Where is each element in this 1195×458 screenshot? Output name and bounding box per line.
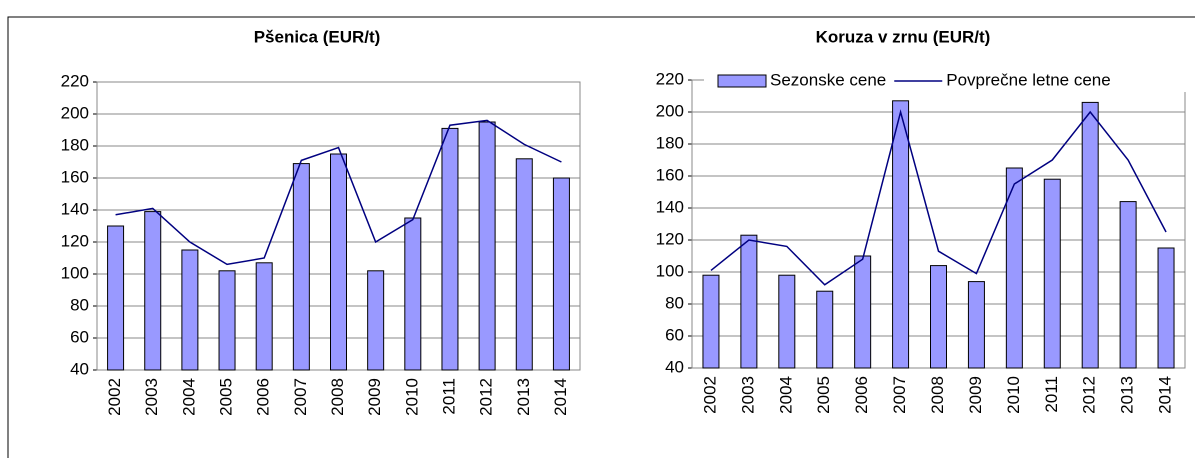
chart-title: Koruza v zrnu (EUR/t): [816, 27, 991, 46]
y-tick-label: 100: [61, 263, 89, 282]
x-tick-label: 2005: [814, 376, 833, 414]
y-tick-label: 60: [665, 325, 684, 344]
bar: [1119, 201, 1137, 369]
bar: [1043, 178, 1061, 369]
bar: [367, 270, 385, 371]
bar: [515, 158, 533, 371]
x-tick-label: 2006: [254, 378, 273, 416]
x-tick-label: 2009: [966, 376, 985, 414]
bar: [967, 281, 985, 369]
x-tick-label: 2005: [217, 378, 236, 416]
y-tick-label: 200: [61, 103, 89, 122]
legend-label: Povprečne letne cene: [946, 70, 1110, 89]
bar: [330, 153, 347, 371]
y-tick-label: 80: [665, 293, 684, 312]
x-tick-label: 2008: [928, 376, 947, 414]
bar: [181, 249, 199, 371]
bar: [218, 270, 236, 371]
x-tick-label: 2010: [402, 378, 421, 416]
y-tick-label: 220: [656, 69, 684, 88]
bar: [144, 211, 162, 371]
y-tick-label: 140: [61, 199, 89, 218]
x-tick-label: 2012: [1080, 376, 1099, 414]
bar: [1157, 247, 1175, 369]
bar: [892, 100, 910, 369]
bar: [816, 290, 834, 369]
y-tick-label: 40: [665, 357, 684, 376]
x-tick-label: 2008: [328, 378, 347, 416]
y-tick-label: 60: [70, 327, 89, 346]
y-tick-label: 160: [656, 165, 684, 184]
line: [115, 119, 562, 266]
x-tick-label: 2011: [439, 378, 458, 415]
y-tick-label: 180: [656, 133, 684, 152]
bar: [552, 177, 570, 371]
legend: [704, 70, 1195, 92]
x-tick-label: 2004: [776, 376, 795, 414]
bar: [404, 217, 422, 371]
x-tick-label: 2003: [738, 376, 757, 414]
chart-title: Pšenica (EUR/t): [254, 27, 381, 46]
y-tick-label: 40: [70, 359, 89, 378]
y-tick-label: 180: [61, 135, 89, 154]
x-tick-label: 2007: [890, 376, 909, 414]
bar: [778, 274, 796, 369]
bar: [702, 274, 720, 369]
x-tick-label: 2004: [179, 378, 198, 416]
bar: [1081, 101, 1099, 369]
x-tick-label: 2010: [1004, 376, 1023, 414]
x-tick-label: 2012: [477, 378, 496, 416]
x-tick-label: 2002: [700, 376, 719, 414]
y-tick-label: 120: [656, 229, 684, 248]
x-tick-label: 2014: [551, 378, 570, 416]
bar: [255, 262, 273, 371]
line: [710, 109, 1167, 286]
bar: [930, 265, 947, 369]
x-tick-label: 2009: [365, 378, 384, 416]
x-tick-label: 2007: [291, 378, 310, 416]
x-tick-label: 2011: [1042, 376, 1061, 413]
x-tick-label: 2003: [142, 378, 161, 416]
y-tick-label: 80: [70, 295, 89, 314]
legend-label: Sezonske cene: [770, 70, 886, 89]
bar: [478, 121, 496, 371]
x-tick-label: 2002: [105, 378, 124, 416]
y-tick-label: 120: [61, 231, 89, 250]
y-tick-label: 140: [656, 197, 684, 216]
bar: [292, 163, 310, 371]
x-tick-label: 2006: [852, 376, 871, 414]
x-tick-label: 2014: [1156, 376, 1175, 414]
legend-swatch: [717, 74, 767, 88]
x-tick-label: 2013: [1118, 376, 1137, 414]
bar: [854, 255, 872, 369]
y-tick-label: 100: [656, 261, 684, 280]
bar: [1005, 167, 1023, 369]
y-tick-label: 220: [61, 71, 89, 90]
x-tick-label: 2013: [514, 378, 533, 416]
y-tick-label: 200: [656, 101, 684, 120]
bar: [441, 127, 459, 371]
y-tick-label: 160: [61, 167, 89, 186]
bar: [740, 234, 758, 369]
bar: [107, 225, 125, 371]
